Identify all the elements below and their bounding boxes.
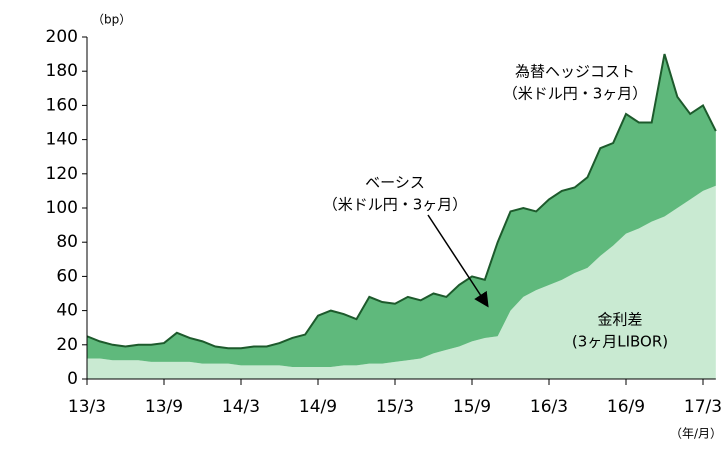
y-tick-label: 40 [56, 301, 78, 321]
x-tick-label: 14/9 [299, 397, 337, 417]
basis-note: （米ドル円・3ヶ月） [323, 196, 468, 214]
x-tick-label: 17/3 [684, 397, 722, 417]
x-tick-label: 15/9 [453, 397, 491, 417]
y-tick-label: 160 [46, 95, 78, 115]
spread-label: 金利差 [597, 311, 642, 329]
basis-label: ベーシス [365, 174, 425, 192]
y-unit: （bp） [92, 13, 131, 27]
x-tick-label: 15/3 [376, 397, 414, 417]
area [87, 54, 716, 368]
y-tick-label: 100 [46, 198, 78, 218]
y-tick-label: 80 [56, 232, 78, 252]
area [87, 185, 716, 379]
x-tick-label: 13/9 [145, 397, 183, 417]
y-tick-label: 0 [67, 369, 78, 389]
total-note: （米ドル円・3ヶ月） [503, 85, 648, 103]
y-tick-label: 60 [56, 266, 78, 286]
x-tick-label: 16/9 [607, 397, 645, 417]
x-tick-label: 14/3 [222, 397, 260, 417]
x-tick-label: 16/3 [530, 397, 568, 417]
y-tick-label: 200 [46, 27, 78, 47]
x-tick-label: 13/3 [68, 397, 106, 417]
x-unit: （年/月） [670, 427, 722, 441]
y-tick-label: 180 [46, 61, 78, 81]
plot-area [86, 53, 717, 379]
arrow [427, 214, 489, 308]
y-tick-label: 120 [46, 164, 78, 184]
y-tick-label: 140 [46, 130, 78, 150]
y-tick-label: 20 [56, 335, 78, 355]
spread-note: (3ヶ月LIBOR) [572, 333, 668, 351]
total-label: 為替ヘッジコスト [515, 63, 635, 81]
total-line [86, 53, 717, 350]
